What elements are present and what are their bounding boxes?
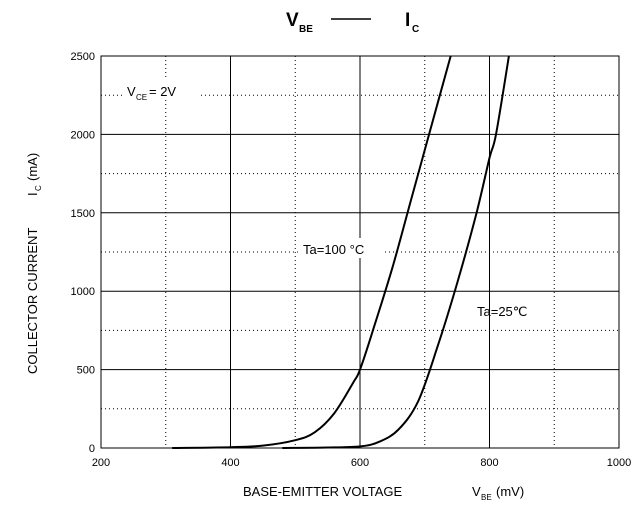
- y-tick-label: 2500: [71, 51, 95, 63]
- title-sub-2: C: [412, 24, 419, 35]
- x-tick-labels: 200 400 600 800 1000: [92, 457, 631, 469]
- annotation-bg-100c: [298, 238, 384, 258]
- y-axis-var-sub: C: [34, 185, 43, 191]
- chart-title: V BE I C: [286, 10, 419, 35]
- y-tick-labels: 0 500 1000 1500 2000 2500: [71, 51, 95, 455]
- plot-area: [100, 55, 620, 449]
- y-axis-var-main: I: [25, 192, 40, 196]
- y-tick-label: 2000: [71, 129, 95, 141]
- x-tick-label: 400: [221, 457, 239, 469]
- y-axis-label-text: COLLECTOR CURRENT: [25, 228, 40, 374]
- title-main-2: I: [405, 10, 410, 31]
- condition-bg: [122, 80, 198, 100]
- condition-rest: = 2V: [149, 84, 176, 99]
- series-label-100c: Ta=100 °C: [303, 242, 364, 257]
- y-tick-label: 1500: [71, 208, 95, 220]
- title-main-1: V: [286, 10, 299, 31]
- condition-sub: CE: [136, 93, 147, 102]
- series-group: [172, 55, 510, 449]
- y-tick-label: 1000: [71, 286, 95, 298]
- major-grid: [101, 56, 619, 448]
- minor-grid: [101, 56, 619, 448]
- x-tick-label: 800: [480, 457, 498, 469]
- x-axis-label: BASE-EMITTER VOLTAGE V BE (mV): [243, 484, 524, 502]
- series-label-25c: Ta=25℃: [477, 304, 527, 319]
- series-line-100c: [172, 55, 452, 449]
- x-tick-label: 1000: [607, 457, 631, 469]
- y-axis-var-unit: (mA): [25, 153, 40, 181]
- title-sub-1: BE: [299, 24, 313, 35]
- y-axis-label: COLLECTOR CURRENT I C (mA): [25, 153, 43, 374]
- x-axis-var-sub: BE: [481, 493, 492, 502]
- x-axis-label-text: BASE-EMITTER VOLTAGE: [243, 484, 402, 499]
- condition-main: V: [127, 84, 136, 99]
- y-tick-label: 500: [77, 365, 95, 377]
- x-axis-var-main: V: [472, 484, 481, 499]
- x-tick-label: 600: [351, 457, 369, 469]
- y-tick-label: 0: [89, 443, 95, 455]
- series-line-25c: [282, 55, 510, 449]
- x-axis-var-unit: (mV): [496, 484, 524, 499]
- x-tick-label: 200: [92, 457, 110, 469]
- condition-label: V CE = 2V: [122, 80, 198, 102]
